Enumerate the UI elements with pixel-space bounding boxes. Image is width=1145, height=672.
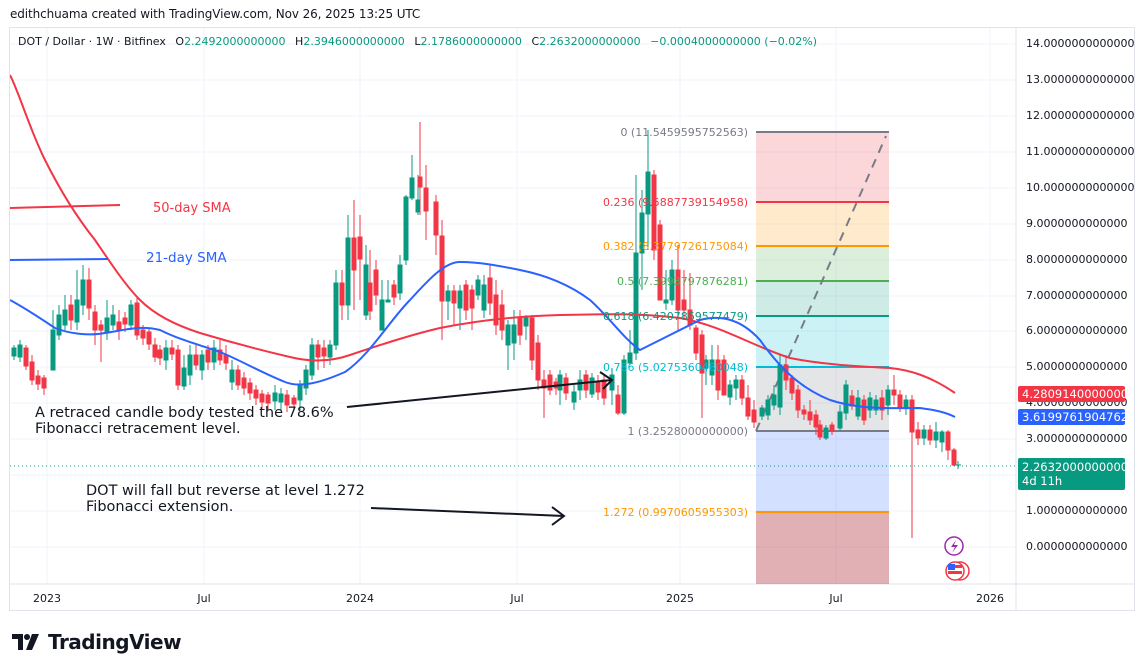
- annotation-note-2[interactable]: DOT will fall but reverse at level 1.272…: [86, 483, 365, 515]
- change-value: −0.0004000000000 (−0.02%): [650, 35, 818, 48]
- fib-label-0236: 0.236 (9.5887739154958): [602, 196, 748, 209]
- symbol-label[interactable]: DOT / Dollar · 1W · Bitfinex: [18, 35, 166, 48]
- sma21-price-badge: 3.6199761904762: [1018, 409, 1128, 425]
- low-value: 2.1786000000000: [420, 35, 522, 48]
- tradingview-logo-icon: [12, 634, 39, 650]
- sma50-label: 50-day SMA: [153, 201, 231, 216]
- high-key: H: [295, 35, 304, 48]
- fibonacci-retracement[interactable]: [755, 131, 889, 584]
- fib-label-0: 0 (11.5459595752563): [620, 126, 748, 139]
- chart-credit: edithchuama created with TradingView.com…: [10, 7, 421, 21]
- y-tick-11: 11.0000000000000: [1026, 145, 1135, 158]
- annotation-note-1-line1: A retraced candle body tested the 78.6%: [35, 405, 334, 421]
- y-tick-10: 10.0000000000000: [1026, 181, 1135, 194]
- bar-countdown: 4d 11h: [1022, 474, 1063, 488]
- close-value: 2.2632000000000: [539, 35, 641, 48]
- y-tick-5: 5.0000000000000: [1026, 360, 1128, 373]
- y-tick-3: 3.0000000000000: [1026, 432, 1128, 445]
- tradingview-logo[interactable]: TradingView: [12, 630, 182, 654]
- fib-label-0382: 0.382 (8.3779726175084): [602, 240, 748, 253]
- fib-label-0786: 0.786 (5.0275360480048): [602, 361, 748, 374]
- ohlc-legend: DOT / Dollar · 1W · Bitfinex O2.24920000…: [18, 35, 817, 48]
- last-price-badge: 2.2632000000000 4d 11h: [1018, 458, 1129, 490]
- open-value: 2.2492000000000: [184, 35, 286, 48]
- y-tick-0: 0.0000000000000: [1026, 540, 1128, 553]
- annotation-note-2-line2: Fibonacci extension.: [86, 499, 234, 515]
- sma21-label: 21-day SMA: [146, 250, 227, 266]
- tradingview-logo-text: TradingView: [48, 630, 182, 654]
- chart-frame[interactable]: [9, 27, 1135, 611]
- fib-label-05: 0.5 (7.3993797876281): [616, 275, 748, 288]
- annotation-note-1[interactable]: A retraced candle body tested the 78.6% …: [35, 405, 334, 437]
- annotation-note-2-line1: DOT will fall but reverse at level 1.272: [86, 483, 365, 499]
- x-tick-jul-2024: Jul: [510, 592, 524, 605]
- y-tick-7: 7.0000000000000: [1026, 289, 1128, 302]
- x-tick-2023: 2023: [33, 592, 61, 605]
- y-tick-14: 14.0000000000000: [1026, 37, 1135, 50]
- annotation-arrow-1: [346, 371, 614, 408]
- y-tick-12: 12.0000000000000: [1026, 109, 1135, 122]
- lightning-event-icon: [944, 536, 964, 556]
- y-tick-1: 1.0000000000000: [1026, 504, 1128, 517]
- sma50-line: [10, 74, 956, 394]
- high-value: 2.3946000000000: [303, 35, 405, 48]
- candles: [11, 122, 961, 538]
- fib-label-1: 1 (3.2528000000000): [627, 425, 748, 438]
- close-key: C: [531, 35, 540, 48]
- fib-label-1272: 1.272 (0.9970605955303): [602, 506, 748, 519]
- last-price-value: 2.2632000000000: [1022, 460, 1129, 474]
- y-tick-8: 8.0000000000000: [1026, 253, 1128, 266]
- x-tick-2026: 2026: [976, 592, 1004, 605]
- sma50-price-badge: 4.2809140000000: [1018, 386, 1128, 402]
- x-tick-jul-2023: Jul: [197, 592, 211, 605]
- y-tick-13: 13.0000000000000: [1026, 73, 1135, 86]
- annotation-arrow-2: [370, 506, 566, 526]
- open-key: O: [175, 35, 185, 48]
- annotation-note-1-line2: Fibonacci retracement level.: [35, 421, 241, 437]
- x-tick-2024: 2024: [346, 592, 374, 605]
- y-tick-9: 9.0000000000000: [1026, 217, 1128, 230]
- fib-label-0618: 0.618 (6.4207869577479): [602, 310, 748, 323]
- x-tick-2025: 2025: [666, 592, 694, 605]
- y-tick-6: 6.0000000000000: [1026, 324, 1128, 337]
- us-flag-event-icon: [945, 561, 970, 581]
- sma21-line: [10, 260, 956, 418]
- low-key: L: [414, 35, 421, 48]
- x-tick-jul-2025: Jul: [829, 592, 843, 605]
